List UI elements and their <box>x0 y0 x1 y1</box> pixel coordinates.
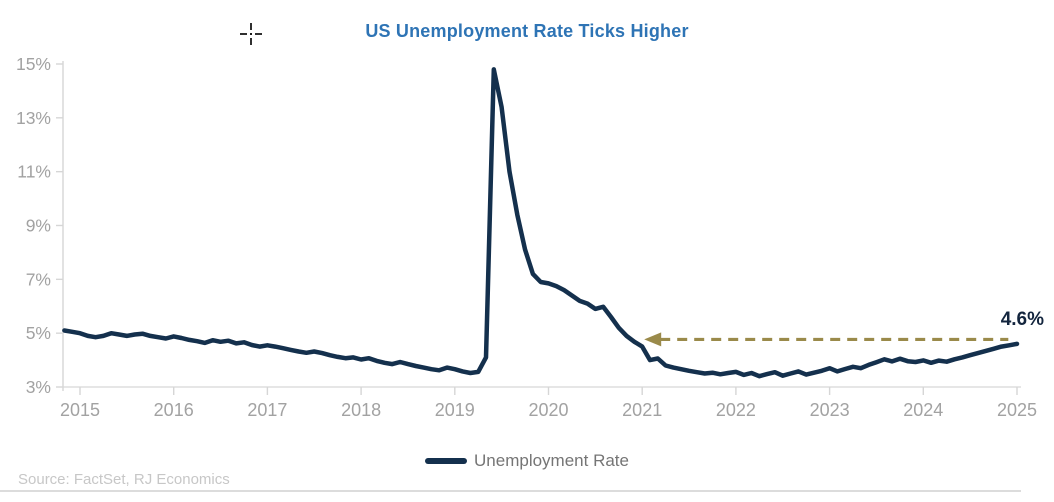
legend-line-swatch <box>425 458 468 464</box>
axes: 15% 13% 11% 9% 7% 5% 3% 2015 2016 2017 2018 2019 202… <box>16 54 1037 420</box>
svg-text:2024: 2024 <box>903 400 943 420</box>
svg-text:9%: 9% <box>26 215 51 235</box>
svg-text:5%: 5% <box>26 323 51 343</box>
svg-text:2017: 2017 <box>247 400 287 420</box>
svg-text:2020: 2020 <box>528 400 568 420</box>
svg-text:2022: 2022 <box>716 400 756 420</box>
svg-text:2023: 2023 <box>810 400 850 420</box>
svg-text:2016: 2016 <box>154 400 194 420</box>
svg-text:2015: 2015 <box>60 400 100 420</box>
svg-text:2019: 2019 <box>435 400 475 420</box>
svg-text:3%: 3% <box>26 377 51 397</box>
chart-legend: Unemployment Rate <box>0 451 1054 471</box>
bottom-divider <box>0 490 1021 492</box>
svg-text:13%: 13% <box>16 108 51 128</box>
crosshair-cursor-icon <box>240 23 262 45</box>
svg-text:11%: 11% <box>17 162 51 182</box>
svg-text:7%: 7% <box>26 269 51 289</box>
unemployment-rate-line <box>62 67 1020 379</box>
svg-text:2018: 2018 <box>341 400 381 420</box>
source-note: Source: FactSet, RJ Economics <box>18 471 230 488</box>
svg-text:15%: 15% <box>16 54 51 74</box>
svg-text:2025: 2025 <box>997 400 1037 420</box>
comparison-arrow <box>644 332 1009 347</box>
legend-series-label: Unemployment Rate <box>474 451 629 470</box>
current-rate-annotation: 4.6% <box>1000 309 1044 330</box>
svg-text:2021: 2021 <box>622 400 662 420</box>
chart-title: US Unemployment Rate Ticks Higher <box>365 21 689 41</box>
